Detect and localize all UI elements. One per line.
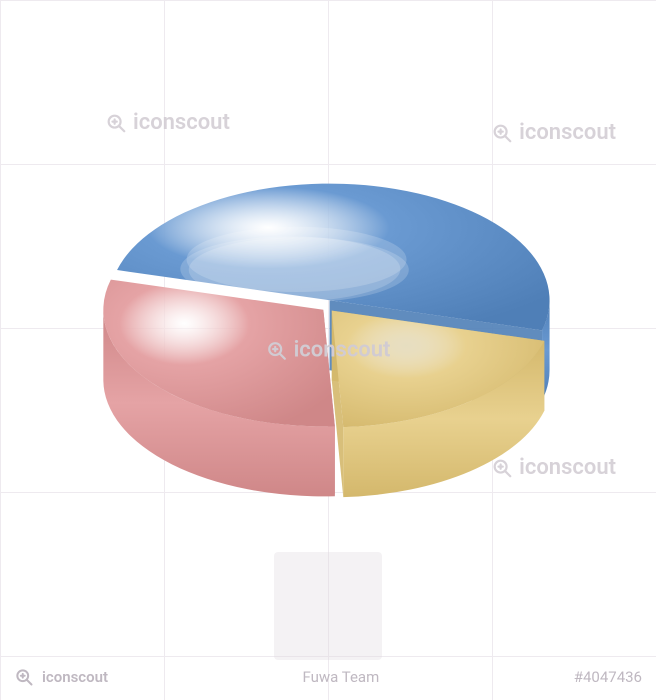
asset-footer: iconscout Fuwa Team #4047436 xyxy=(0,654,656,700)
pie-chart-3d xyxy=(68,76,588,596)
pie-chart-svg xyxy=(68,76,588,596)
footer-brand: iconscout xyxy=(42,668,108,686)
search-icon xyxy=(14,667,34,687)
footer-author: Fuwa Team xyxy=(303,668,380,686)
footer-sku: #4047436 xyxy=(574,668,642,686)
